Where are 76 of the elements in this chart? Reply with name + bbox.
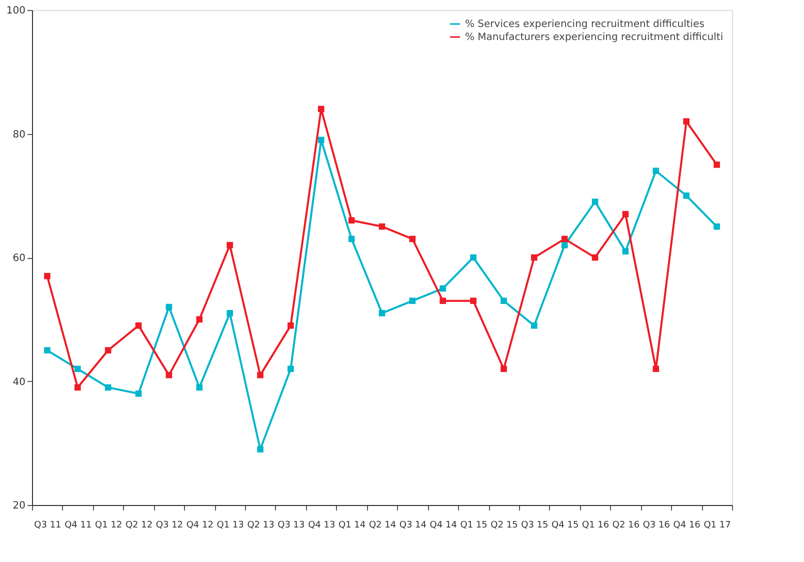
point — [135, 390, 142, 397]
point — [166, 372, 172, 378]
point — [348, 236, 355, 242]
point — [257, 446, 264, 452]
x-tick-label: Q4 11 — [64, 520, 92, 530]
x-tick-label: Q4 14 — [430, 520, 458, 530]
point — [409, 298, 416, 304]
point — [531, 322, 538, 329]
point — [348, 217, 355, 224]
point — [196, 316, 203, 323]
x-tick-label: Q1 12 — [95, 520, 122, 530]
point — [196, 384, 203, 391]
x-tick-label: Q2 12 — [125, 520, 153, 530]
point — [500, 366, 507, 372]
point — [652, 366, 660, 372]
point — [440, 298, 446, 304]
point — [104, 347, 112, 354]
x-tick-label: Q1 13 — [216, 520, 244, 530]
x-tick-label: Q2 15 — [490, 520, 518, 530]
x-tick-label: Q2 16 — [612, 520, 640, 530]
point — [714, 162, 720, 168]
x-tick-label: Q1 17 — [704, 520, 731, 530]
point — [592, 254, 598, 261]
point — [470, 298, 476, 304]
point — [409, 236, 416, 242]
x-tick-label: Q1 16 — [582, 520, 610, 530]
point — [561, 236, 568, 242]
point — [288, 322, 294, 329]
x-tick-label: Q3 13 — [278, 520, 305, 530]
point — [622, 211, 629, 218]
y-tick-label: 100 — [6, 6, 26, 16]
point — [683, 192, 690, 199]
y-tick-label: 40 — [12, 376, 26, 388]
x-tick-label: Q3 14 — [399, 520, 427, 530]
x-tick-label: Q3 12 — [156, 520, 184, 530]
point — [74, 384, 81, 391]
x-tick-label: Q1 14 — [338, 520, 366, 530]
x-tick-label: Q3 11 — [34, 520, 62, 530]
point — [531, 254, 538, 261]
point — [135, 322, 142, 329]
point — [470, 254, 476, 261]
x-tick-label: Q2 14 — [368, 520, 396, 530]
legend-label: % Services experiencing recruitment difficulties — [465, 19, 704, 30]
point — [104, 384, 112, 391]
x-tick-label: Q1 15 — [460, 520, 488, 530]
point — [166, 304, 172, 310]
point — [226, 310, 233, 316]
x-tick-label: Q4 16 — [673, 520, 701, 530]
point — [500, 298, 507, 304]
point — [288, 366, 294, 372]
x-tick-label: Q4 15 — [552, 520, 579, 530]
x-tick-label: Q3 16 — [642, 520, 670, 530]
legend-label: % Manufacturers experiencing recruitment difficulti — [465, 32, 724, 43]
point — [652, 168, 660, 174]
point — [318, 106, 324, 112]
y-tick-label: 80 — [12, 129, 26, 140]
x-tick-label: Q4 13 — [308, 520, 336, 530]
point — [44, 347, 50, 354]
point — [378, 310, 386, 316]
point — [226, 242, 233, 248]
x-tick-label: Q4 12 — [186, 520, 214, 530]
y-tick-label: 60 — [12, 253, 26, 264]
point — [714, 223, 720, 230]
point — [44, 272, 50, 280]
point — [561, 242, 568, 248]
point — [378, 223, 386, 230]
y-tick-label: 20 — [12, 500, 26, 512]
x-tick-label: Q3 15 — [521, 520, 548, 530]
point — [683, 118, 690, 125]
point — [257, 372, 264, 378]
point — [440, 285, 446, 292]
point — [318, 136, 324, 144]
point — [622, 248, 629, 254]
point — [74, 366, 81, 372]
point — [592, 198, 598, 205]
x-tick-label: Q2 13 — [247, 520, 274, 530]
